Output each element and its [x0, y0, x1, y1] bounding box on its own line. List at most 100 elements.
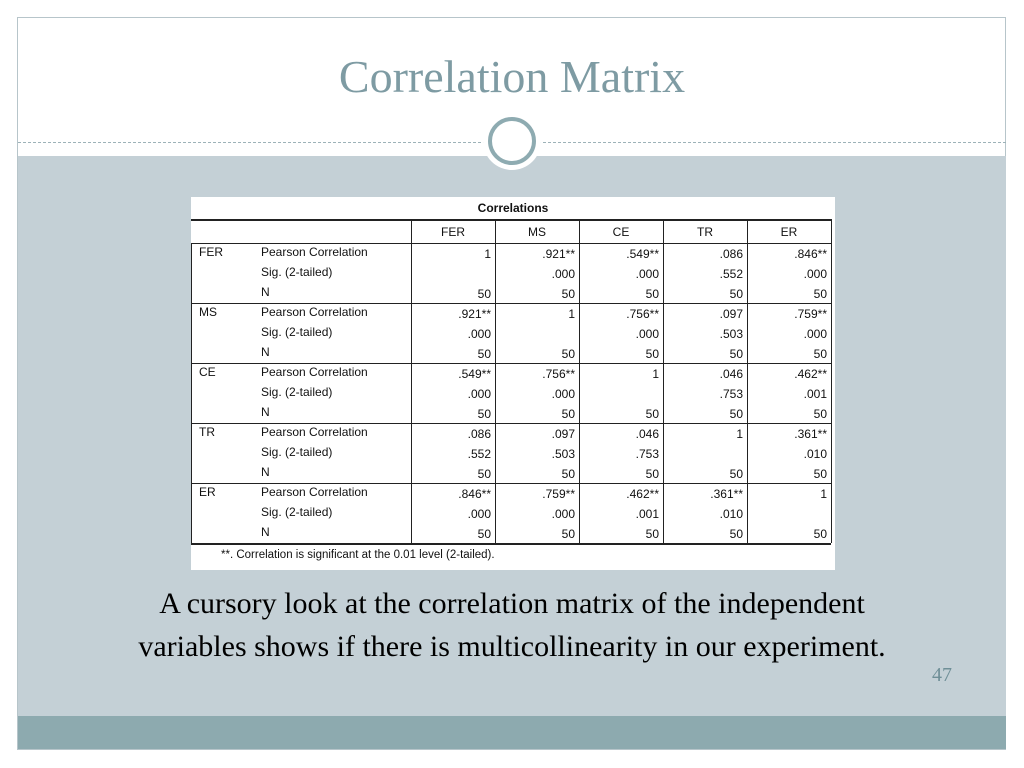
column-rule [579, 219, 580, 543]
table-cell: .503 [719, 327, 743, 341]
table-cell: .000 [467, 327, 491, 341]
table-cell: .046 [635, 427, 659, 441]
row-variable-label: ER [199, 485, 216, 499]
row-stat-label: N [261, 465, 270, 479]
column-header: MS [528, 225, 546, 239]
table-cell: .552 [467, 447, 491, 461]
table-cell: 1 [484, 247, 491, 261]
column-header: FER [441, 225, 465, 239]
table-cell: 50 [813, 467, 827, 481]
row-stat-label: N [261, 345, 270, 359]
table-cell: .921** [542, 247, 575, 261]
table-cell: .921** [458, 307, 491, 321]
row-rule [191, 423, 831, 424]
table-cell: .000 [803, 327, 827, 341]
table-cell: .046 [719, 367, 743, 381]
column-rule [495, 219, 496, 543]
row-variable-label: CE [199, 365, 216, 379]
column-header: CE [612, 225, 630, 239]
table-cell: .759** [794, 307, 827, 321]
table-cell: .097 [551, 427, 575, 441]
table-cell: .086 [467, 427, 491, 441]
table-cell: .000 [551, 267, 575, 281]
table-cell: .000 [635, 327, 659, 341]
table-cell: 50 [645, 407, 659, 421]
table-cell: .361** [710, 487, 743, 501]
table-border-top [191, 219, 831, 221]
column-rule [747, 219, 748, 543]
table-cell: .753 [719, 387, 743, 401]
table-cell: 50 [477, 407, 491, 421]
table-cell: .010 [803, 447, 827, 461]
footer-band [18, 716, 1006, 749]
table-cell: 50 [561, 347, 575, 361]
table-cell: 50 [561, 287, 575, 301]
circle-ornament-icon [483, 112, 541, 170]
row-rule [191, 363, 831, 364]
column-header: TR [697, 225, 713, 239]
row-stat-label: Pearson Correlation [261, 485, 368, 499]
table-cell: 50 [729, 347, 743, 361]
column-rule [663, 219, 664, 543]
table-cell: 50 [561, 467, 575, 481]
table-cell: 1 [820, 487, 827, 501]
table-cell: 1 [652, 367, 659, 381]
table-cell: .846** [458, 487, 491, 501]
table-cell: 1 [736, 427, 743, 441]
table-cell: .462** [794, 367, 827, 381]
row-stat-label: Sig. (2-tailed) [261, 445, 333, 459]
table-cell: .549** [626, 247, 659, 261]
table-cell: .759** [542, 487, 575, 501]
table-footnote: **. Correlation is significant at the 0.… [221, 549, 495, 561]
table-cell: .000 [467, 507, 491, 521]
table-cell: .462** [626, 487, 659, 501]
table-cell: 1 [568, 307, 575, 321]
column-rule [411, 219, 412, 543]
row-stat-label: Pearson Correlation [261, 425, 368, 439]
table-cell: 50 [729, 287, 743, 301]
table-cell: 50 [477, 527, 491, 541]
table-cell: .000 [635, 267, 659, 281]
row-variable-label: FER [199, 245, 223, 259]
correlation-table: Correlations FER MS CE TR ER FER Pearson Corre… [191, 197, 835, 570]
row-stat-label: Pearson Correlation [261, 245, 368, 259]
table-cell: .552 [719, 267, 743, 281]
header-rule [191, 243, 831, 244]
table-cell: 50 [645, 527, 659, 541]
slide-caption: A cursory look at the correlation matrix… [138, 587, 886, 663]
table-cell: 50 [645, 287, 659, 301]
row-variable-label: MS [199, 305, 217, 319]
table-cell: .756** [542, 367, 575, 381]
row-stat-label: Pearson Correlation [261, 365, 368, 379]
table-cell: 50 [813, 527, 827, 541]
table-cell: .753 [635, 447, 659, 461]
table-cell: .361** [794, 427, 827, 441]
table-cell: .000 [803, 267, 827, 281]
table-cell: 50 [729, 527, 743, 541]
table-title: Correlations [477, 201, 549, 215]
table-cell: 50 [477, 287, 491, 301]
row-stat-label: N [261, 525, 270, 539]
table-cell: 50 [645, 347, 659, 361]
column-header: ER [780, 225, 798, 239]
table-cell: .010 [719, 507, 743, 521]
row-stat-label: Sig. (2-tailed) [261, 325, 333, 339]
table-cell: 50 [813, 287, 827, 301]
table-cell: .097 [719, 307, 743, 321]
table-border-left [191, 243, 192, 543]
table-cell: .846** [794, 247, 827, 261]
table-border-bottom [191, 543, 831, 545]
table-cell: .001 [635, 507, 659, 521]
row-variable-label: TR [199, 425, 215, 439]
row-rule [191, 483, 831, 484]
table-cell: .001 [803, 387, 827, 401]
table-cell: 50 [477, 347, 491, 361]
table-cell: .000 [551, 387, 575, 401]
table-cell: .756** [626, 307, 659, 321]
table-cell: .086 [719, 247, 743, 261]
row-stat-label: Pearson Correlation [261, 305, 368, 319]
table-border-right [831, 219, 832, 543]
row-stat-label: Sig. (2-tailed) [261, 265, 333, 279]
table-cell: 50 [561, 527, 575, 541]
table-cell: .000 [467, 387, 491, 401]
